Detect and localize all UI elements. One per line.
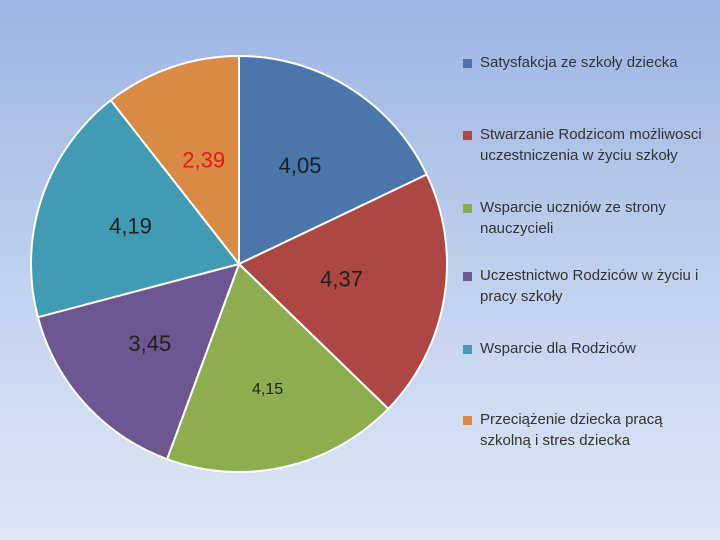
legend-swatch [463, 416, 472, 425]
pie-slice-6 [109, 54, 240, 267]
legend-swatch [463, 59, 472, 68]
legend-label: Stwarzanie Rodzicom możliwosci uczestnic… [480, 126, 702, 164]
legend-swatch [463, 131, 472, 140]
pie-slice-3 [165, 262, 390, 473]
pie-slice-2 [237, 173, 448, 411]
legend-swatch [463, 345, 472, 354]
pie-slice-5 [30, 98, 241, 319]
legend-swatch [463, 272, 472, 281]
legend-label: Satysfakcja ze szkoły dziecka [480, 54, 678, 71]
data-label-6: 2,39 [182, 148, 225, 173]
data-label-2: 4,37 [320, 267, 363, 292]
legend-label: Uczestnictwo Rodziców w życiu i pracy sz… [480, 267, 699, 305]
pie-slice-4 [36, 262, 241, 461]
legend-label: Przeciążenie dziecka pracą szkolną i str… [480, 411, 663, 449]
legend-label: Wsparcie uczniów ze strony nauczycieli [480, 199, 666, 237]
pie-slice-1 [238, 54, 429, 266]
legend-label: Wsparcie dla Rodziców [480, 340, 636, 357]
legend-swatch [463, 204, 472, 213]
data-label-4: 3,45 [128, 331, 171, 356]
data-label-1: 4,05 [279, 153, 322, 178]
data-label-3: 4,15 [252, 381, 283, 398]
data-label-5: 4,19 [109, 213, 152, 238]
